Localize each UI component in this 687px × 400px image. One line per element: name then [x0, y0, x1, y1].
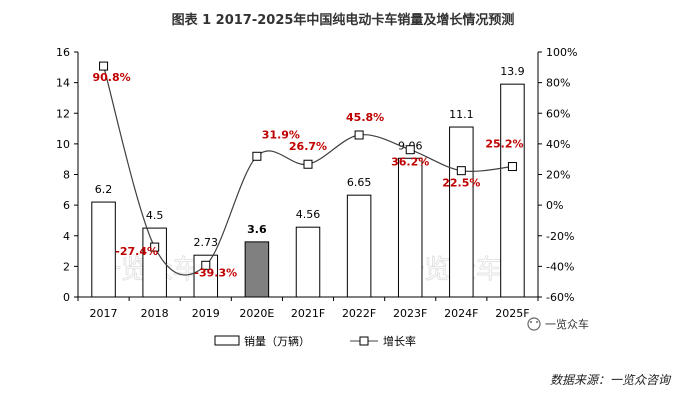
- wechat-icon-eye: [536, 321, 538, 323]
- bar-value-label: 4.5: [146, 209, 164, 222]
- bar-series: 6.24.52.733.64.566.659.0611.113.9: [91, 65, 525, 298]
- right-tick-label: -40%: [546, 260, 574, 273]
- bar-value-label: 6.65: [347, 176, 372, 189]
- left-tick-label: 0: [63, 291, 70, 304]
- left-tick-label: 12: [56, 107, 70, 120]
- bar-value-label: 2.73: [194, 236, 219, 249]
- right-tick-label: 40%: [546, 138, 570, 151]
- wechat-icon: [527, 317, 541, 331]
- growth-marker: [405, 145, 415, 155]
- bar: [244, 241, 270, 298]
- left-tick-label: 4: [63, 230, 70, 243]
- wechat-icon-eye: [530, 321, 532, 323]
- left-tick-label: 8: [63, 169, 70, 182]
- left-tick-label: 6: [63, 199, 70, 212]
- growth-marker: [507, 162, 517, 172]
- left-tick-label: 14: [56, 77, 70, 90]
- bar: [142, 227, 167, 298]
- x-tick-label: 2020E: [239, 307, 274, 320]
- x-tick-label: 2019: [192, 307, 220, 320]
- x-tick-label: 2018: [141, 307, 169, 320]
- left-axis: 0 2 4 6 8 10 12 14 16: [56, 46, 79, 304]
- x-tick-label: 2017: [90, 307, 118, 320]
- growth-value-label: -27.4%: [115, 245, 158, 258]
- right-tick-label: -60%: [546, 291, 574, 304]
- source-note: 数据来源：一览众咨询: [550, 373, 672, 387]
- right-tick-label: 60%: [546, 107, 570, 120]
- growth-value-label: 25.2%: [485, 138, 523, 151]
- growth-value-label: 36.2%: [391, 156, 429, 169]
- line-series: 90.8% -27.4% -39.3% 31.9%26.7% 45.8% 36.2% 22.…: [92, 61, 524, 279]
- left-tick-label: 16: [56, 46, 70, 59]
- chart-title: 图表 1 2017-2025年中国纯电动卡车销量及增长情况预测: [172, 12, 515, 28]
- bar-value-label: 11.1: [449, 108, 474, 121]
- growth-value-label: 45.8%: [346, 111, 384, 124]
- bar: [346, 194, 372, 298]
- growth-marker: [303, 159, 313, 169]
- bar: [397, 157, 423, 298]
- right-tick-label: 0%: [546, 199, 563, 212]
- growth-value-label: 26.7%: [289, 140, 327, 153]
- x-tick-label: 2024F: [444, 307, 478, 320]
- legend-bar-label: 销量（万辆）: [244, 334, 310, 348]
- growth-value-label: 22.5%: [442, 177, 480, 190]
- right-tick-label: 100%: [546, 46, 577, 59]
- left-tick-label: 10: [56, 138, 70, 151]
- x-tick-label: 2025F: [495, 307, 529, 320]
- x-tick-label: 2021F: [291, 307, 325, 320]
- growth-marker: [456, 166, 466, 176]
- right-tick-label: 80%: [546, 77, 570, 90]
- bar-value-label: 13.9: [500, 65, 525, 78]
- legend-bar-swatch: [214, 335, 240, 346]
- growth-marker: [354, 130, 364, 140]
- left-tick-label: 2: [63, 260, 70, 273]
- growth-marker: [201, 260, 211, 270]
- growth-marker: [150, 242, 160, 252]
- bar-value-label: 3.6: [247, 223, 267, 236]
- bar: [449, 126, 474, 298]
- growth-value-label: 90.8%: [92, 71, 130, 84]
- legend: 销量（万辆） 增长率: [214, 334, 416, 348]
- bar: [295, 226, 321, 298]
- growth-marker: [99, 61, 109, 71]
- bar: [91, 201, 116, 298]
- brand-label: 一览众车: [545, 317, 589, 331]
- legend-line-marker: [359, 336, 369, 346]
- right-tick-label: 20%: [546, 169, 570, 182]
- legend-line-label: 增长率: [383, 334, 416, 348]
- right-tick-label: -20%: [546, 230, 574, 243]
- x-tick-label: 2023F: [393, 307, 427, 320]
- bar-value-label: 4.56: [296, 208, 321, 221]
- x-axis: 2017 2018 2019 2020E 2021F 2022F 2023F 2024F 202…: [77, 296, 539, 320]
- brand-mark: 一览众车: [527, 317, 589, 331]
- growth-value-label: 31.9%: [262, 128, 300, 141]
- bar: [500, 83, 525, 298]
- bar-value-label: 6.2: [95, 183, 113, 196]
- right-axis: -60% -40% -20% 0% 20% 40% 60% 80% 100%: [537, 46, 577, 304]
- growth-marker: [252, 151, 262, 161]
- x-tick-label: 2022F: [342, 307, 376, 320]
- growth-value-label: -39.3%: [194, 266, 237, 279]
